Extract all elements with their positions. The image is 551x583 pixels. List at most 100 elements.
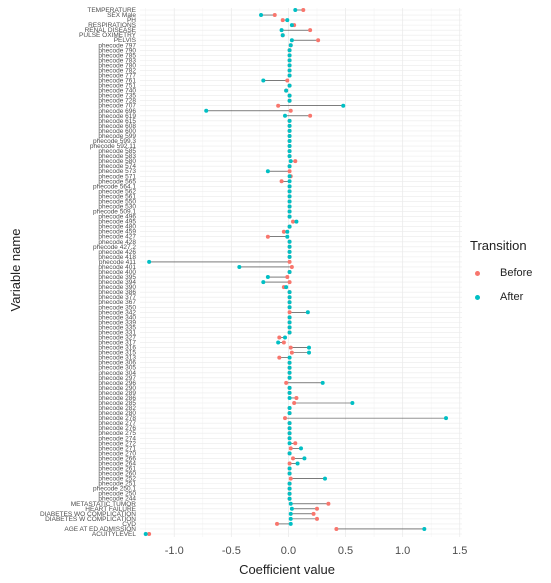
y-tick-label: phecode 459: [98, 229, 136, 236]
point-before: [289, 264, 294, 269]
point-after: [422, 526, 427, 531]
point-after: [287, 390, 292, 395]
y-tick-label: phecode 331: [98, 329, 136, 336]
y-tick-label: phecode 272: [98, 440, 136, 447]
point-after: [299, 446, 303, 451]
y-tick-label: phecode 377: [98, 294, 136, 301]
y-tick-label: RENAL DISEASE: [85, 27, 137, 34]
point-after: [305, 310, 310, 315]
y-tick-label: phecode 286: [98, 395, 136, 402]
point-after: [287, 431, 292, 436]
point-after: [287, 63, 292, 68]
y-tick-label: phecode 400: [98, 269, 136, 276]
point-after: [284, 285, 289, 290]
point-before: [288, 476, 293, 481]
y-tick-label: phecode 426: [98, 249, 136, 256]
point-after: [287, 471, 292, 476]
points: [143, 8, 449, 536]
point-before: [277, 335, 282, 340]
point-after: [279, 28, 284, 33]
y-tick-label: phecode 573: [98, 168, 136, 175]
y-tick-label: phecode 289: [98, 390, 136, 397]
point-before: [287, 461, 292, 466]
point-before: [308, 28, 313, 33]
y-tick-label: phecode 282: [98, 405, 136, 412]
point-before: [277, 355, 282, 360]
point-after: [287, 436, 292, 441]
point-before: [280, 18, 285, 23]
legend-dot-before: [474, 270, 480, 276]
point-after: [287, 199, 292, 204]
y-tick-label: PELVIS: [114, 37, 137, 44]
legend-label-after: After: [500, 291, 524, 303]
point-after: [287, 305, 292, 310]
y-tick-label: phecode 335: [98, 324, 136, 331]
y-tick-label: phecode 261: [98, 466, 136, 473]
point-before: [289, 350, 294, 355]
y-tick-label: phecode 797: [98, 42, 136, 49]
y-tick-label: phecode 260: [98, 471, 136, 478]
point-after: [287, 360, 292, 365]
point-after: [287, 355, 292, 360]
point-after: [283, 113, 288, 118]
y-tick-label: phecode 564.1: [93, 183, 136, 190]
point-before: [285, 78, 290, 83]
point-after: [287, 320, 292, 325]
y-tick-label: phecode 751: [98, 83, 136, 90]
point-after: [143, 532, 148, 536]
y-tick-label: phecode 571: [98, 173, 136, 180]
y-tick-label: phecode 274: [98, 435, 136, 442]
y-tick-label: phecode 340: [98, 314, 136, 321]
point-after: [287, 395, 292, 400]
point-after: [288, 516, 293, 521]
legend-label-before: Before: [500, 267, 533, 279]
point-after: [285, 234, 290, 239]
y-tick-label: phecode 250: [98, 491, 136, 498]
point-after: [444, 416, 449, 421]
point-after: [287, 300, 292, 305]
point-after: [287, 83, 292, 88]
y-tick-label: phecode 386: [98, 289, 136, 296]
y-tick-label: phecode 585: [98, 148, 136, 155]
point-after: [261, 280, 266, 285]
point-after: [287, 184, 292, 189]
y-tick-label: ACUITYLEVEL: [92, 531, 136, 538]
point-before: [316, 38, 321, 43]
point-after: [287, 315, 292, 320]
point-before: [147, 532, 152, 536]
point-after: [287, 174, 292, 179]
y-tick-label: phecode 401: [98, 264, 136, 271]
legend-title: Transition: [470, 238, 527, 253]
point-before: [283, 416, 288, 421]
y-tick-label: phecode 394: [98, 279, 136, 286]
point-after: [287, 481, 292, 486]
point-before: [308, 113, 313, 118]
y-tick-label: phecode 277: [98, 420, 136, 427]
y-tick-label: phecode 411: [99, 259, 136, 266]
y-tick-label: phecode 428: [98, 239, 136, 246]
point-after: [350, 401, 355, 405]
point-after: [287, 118, 292, 123]
x-tick-labels: -1.0 -0.5 0.0 0.5 1.0 1.5: [165, 545, 468, 557]
point-before: [292, 401, 297, 405]
y-tick-label: phecode 427.2: [93, 244, 136, 251]
y-tick-label: RESPIRATIONS: [88, 22, 137, 29]
point-after: [237, 264, 242, 269]
point-after: [287, 164, 292, 169]
y-tick-label: phecode 266: [98, 455, 136, 462]
point-after: [287, 98, 292, 103]
point-after: [287, 179, 292, 184]
point-before: [281, 229, 286, 234]
y-tick-label: phecode 696: [98, 108, 136, 115]
point-after: [265, 275, 270, 280]
point-after: [302, 456, 307, 461]
point-after: [259, 13, 264, 18]
y-tick-label: PH: [127, 17, 136, 24]
y-tick-label: phecode 317: [98, 340, 136, 347]
y-tick-label: phecode 280: [98, 410, 136, 417]
point-after: [287, 209, 292, 214]
point-after: [283, 335, 288, 340]
point-after: [287, 93, 292, 98]
point-after: [287, 254, 292, 259]
